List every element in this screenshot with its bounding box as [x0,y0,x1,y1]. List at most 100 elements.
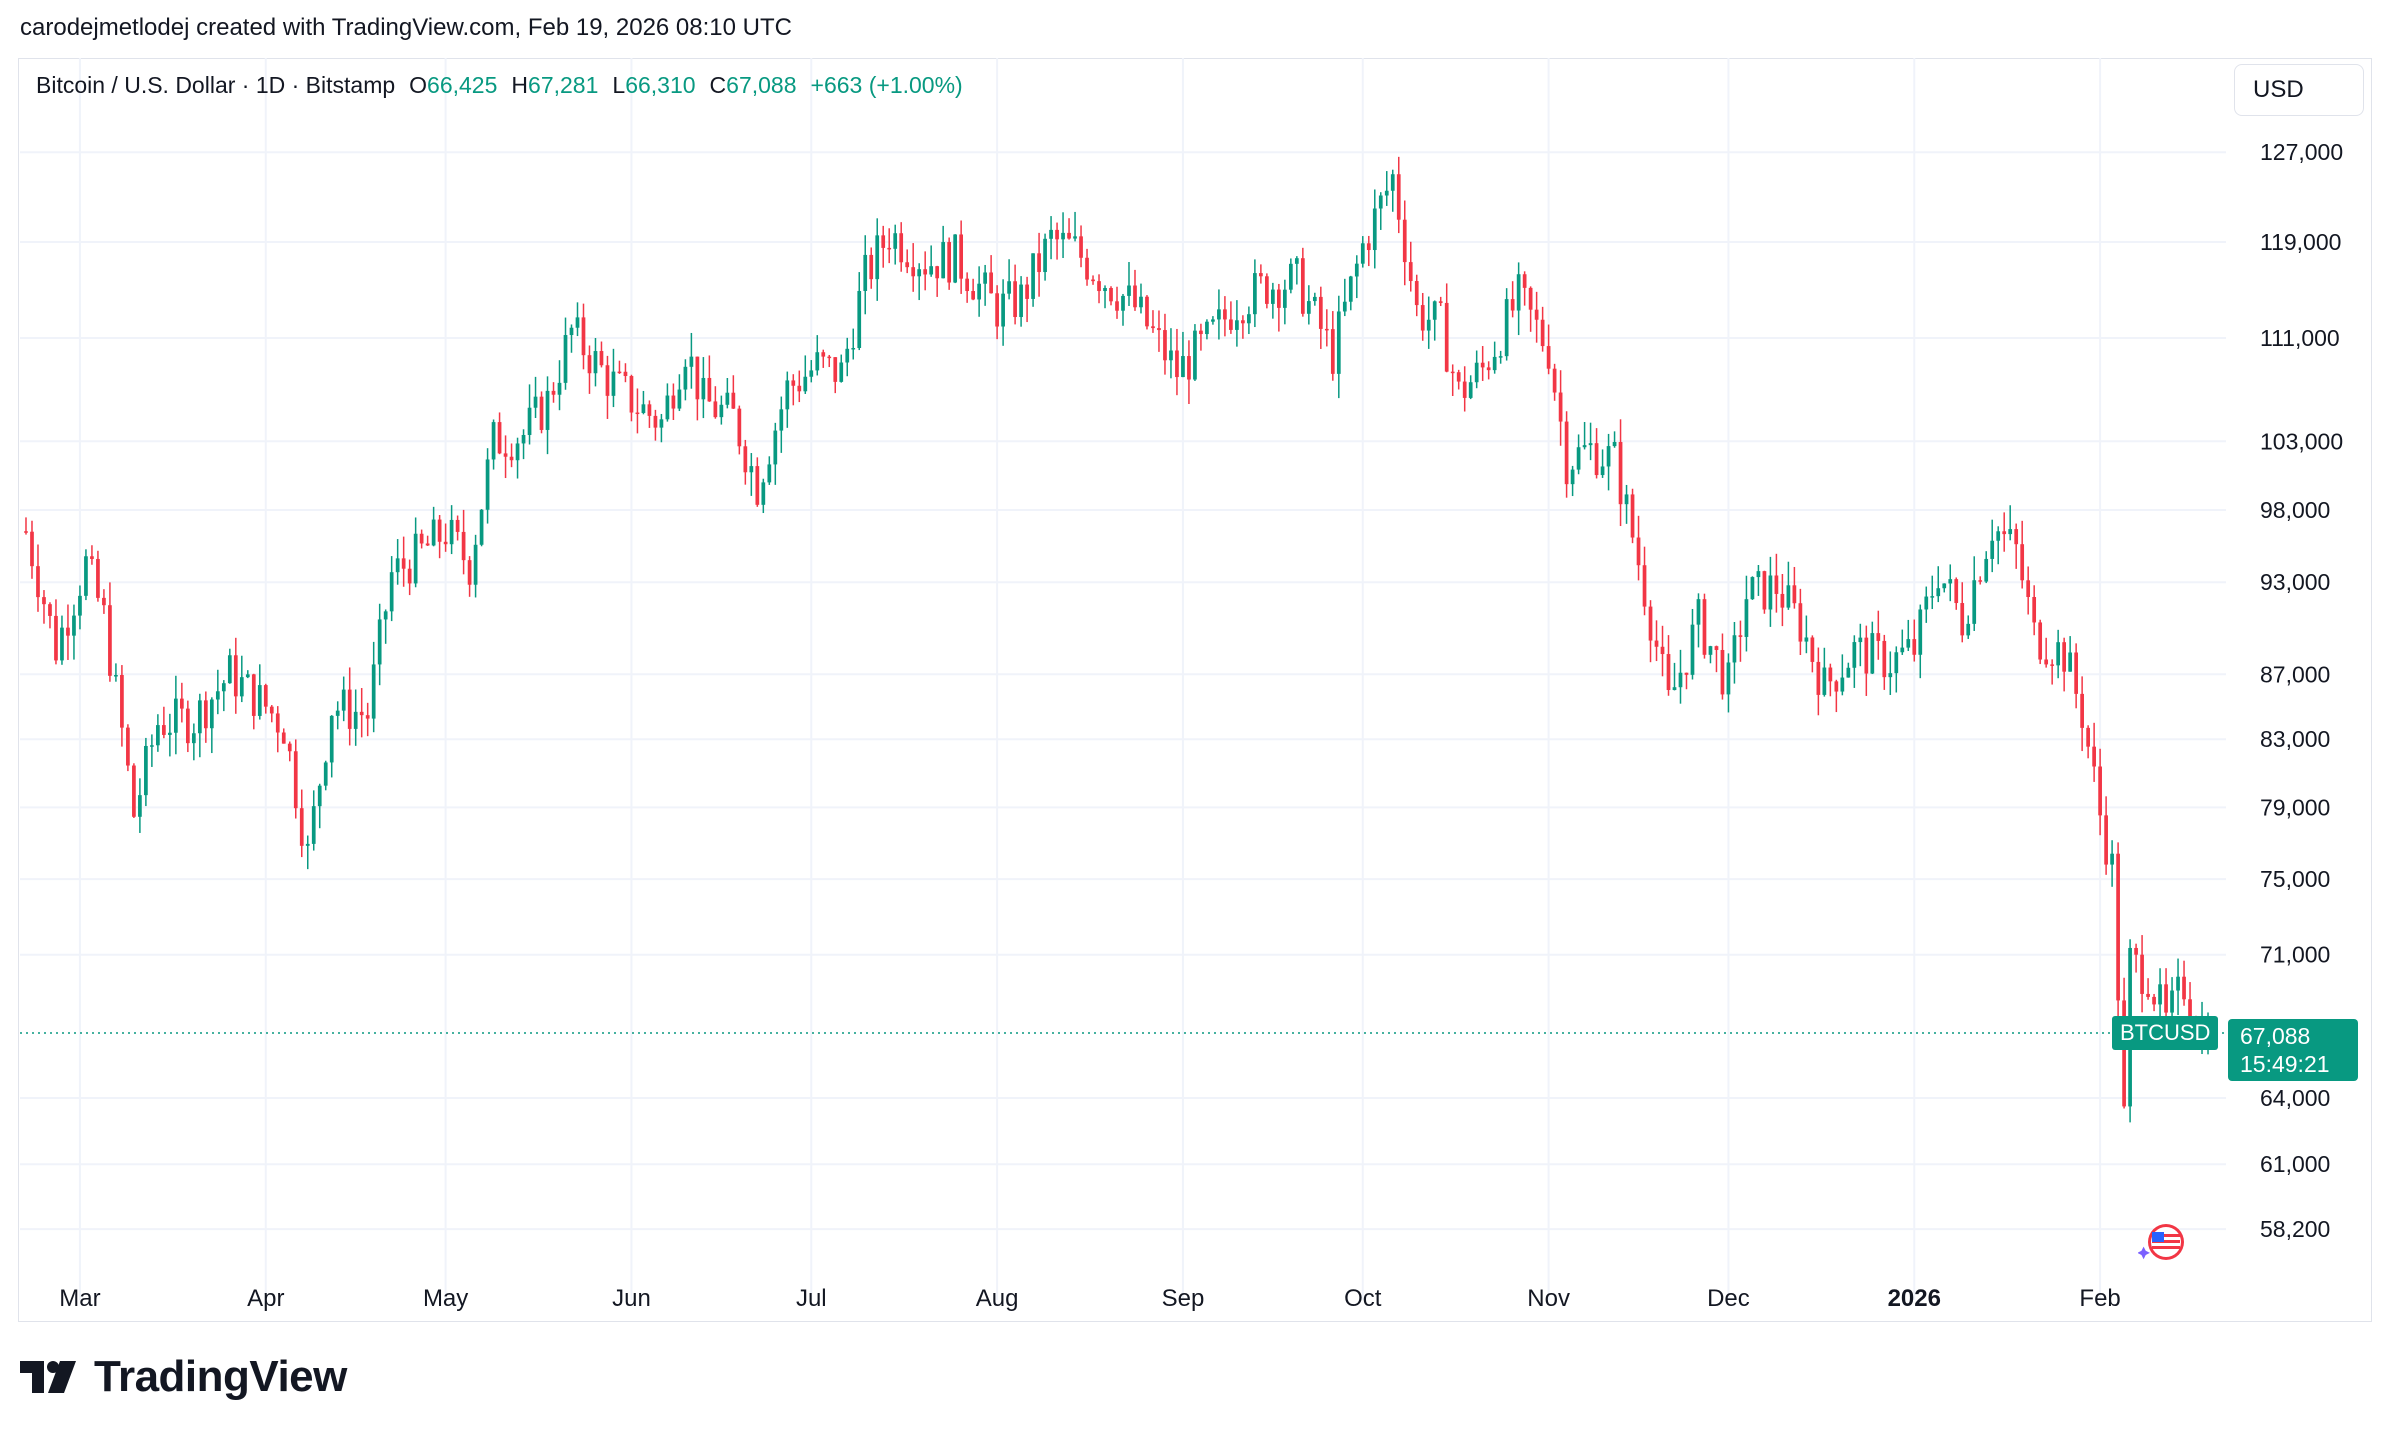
candle-body [527,407,532,435]
candle-body [1678,672,1683,688]
candle-body [737,408,742,447]
candle-body [599,351,604,366]
candle-body [1318,296,1323,329]
currency-button[interactable]: USD [2234,64,2364,116]
candle-body [1348,276,1353,302]
candle-body [2116,853,2120,1001]
time-axis: Mar Apr May Jun Jul Aug Sep Oct Nov Dec 2026 Feb [59,1285,2121,1312]
candle-body [647,404,652,416]
bar-countdown: 15:49:21 [2240,1050,2330,1077]
candle-body [72,615,76,636]
candle-body [1001,293,1005,327]
chart-frame [18,58,2372,1322]
candle-body [2140,954,2144,994]
candle-body [1834,681,1839,692]
candle-body [1127,285,1131,296]
candle-body [611,371,616,396]
candle-body [1169,350,1173,361]
candle-body [2044,659,2049,665]
candle-body [120,675,124,728]
candle-body [126,727,130,766]
candle-body [1486,367,1491,371]
candle-body [437,519,442,542]
high-label: H [511,72,529,98]
candle-body [2068,652,2072,672]
candle-body [2020,544,2025,581]
brand[interactable]: TradingView [20,1352,347,1402]
candle-body [1181,356,1185,378]
time-tick-label: Oct [1344,1285,1382,1312]
candle-body [797,385,802,392]
candle-body [1450,371,1455,374]
candle-body [1282,289,1287,308]
price-chart[interactable]: 127,000 119,000 111,000 103,000 98,000 93,000… [0,0,2390,1342]
candle-body [995,293,999,327]
candle-body [989,272,993,294]
candle-body [1468,382,1473,398]
candle-body [311,806,316,844]
candle-body [965,278,969,292]
candle-body [347,689,352,729]
candle-body [275,713,280,733]
candle-body [1618,441,1623,505]
chart-author-caption: carodejmetlodej created with TradingView… [20,14,792,41]
candle-body [1738,635,1743,637]
candle-body [935,266,940,279]
candle-body [1253,273,1257,315]
candle-body [665,395,670,420]
candle-body [629,376,634,413]
candle-body [1906,639,1911,648]
candle-body [1294,258,1299,264]
candle-body [1091,279,1095,282]
candle-body [689,356,694,367]
candle-body [923,269,928,275]
candle-body [305,843,310,846]
candle-body [1780,593,1785,608]
candle-body [48,604,52,616]
candle-body [677,389,682,409]
candle-body [1396,174,1401,220]
candle-body [1139,296,1143,308]
us-flag-icon[interactable] [2138,1220,2188,1264]
candle-body [54,615,58,661]
candle-body [821,352,826,357]
candle-body [1930,596,1935,598]
price-tick-label: 71,000 [2260,942,2330,968]
candle-body [2008,529,2013,535]
candle-body [281,732,286,744]
candle-body [1702,599,1707,655]
candle-body [455,519,460,532]
candle-body [683,366,688,390]
candle-body [701,377,706,400]
candle-body [335,710,340,716]
candle-body [1336,311,1341,374]
candle-body [24,531,28,533]
candle-body [233,655,238,697]
candle-body [851,347,856,350]
candle-body [1384,190,1389,196]
candle-body [215,691,220,700]
candle-body [569,327,574,336]
candle-body [2182,976,2186,1000]
candle-body [90,556,94,559]
candle-body [767,464,772,483]
candle-body [773,430,778,465]
candle-body [1073,236,1077,239]
candle-body [413,533,418,584]
candle-body [515,443,520,461]
candle-body [1199,330,1203,335]
candle-body [329,715,334,763]
candle-body [2188,999,2192,1024]
candle-body [1097,281,1101,292]
candle-body [1840,677,1845,692]
candle-body [1996,531,2001,541]
candle-body [971,291,975,300]
candle-body [461,531,466,561]
candle-body [539,396,544,430]
candle-body [1540,319,1545,347]
price-tick-label: 111,000 [2260,325,2340,351]
candle-body [875,235,880,280]
candle-body [1924,596,1929,610]
candle-body [2050,664,2055,666]
price-tick-label: 75,000 [2260,866,2330,892]
